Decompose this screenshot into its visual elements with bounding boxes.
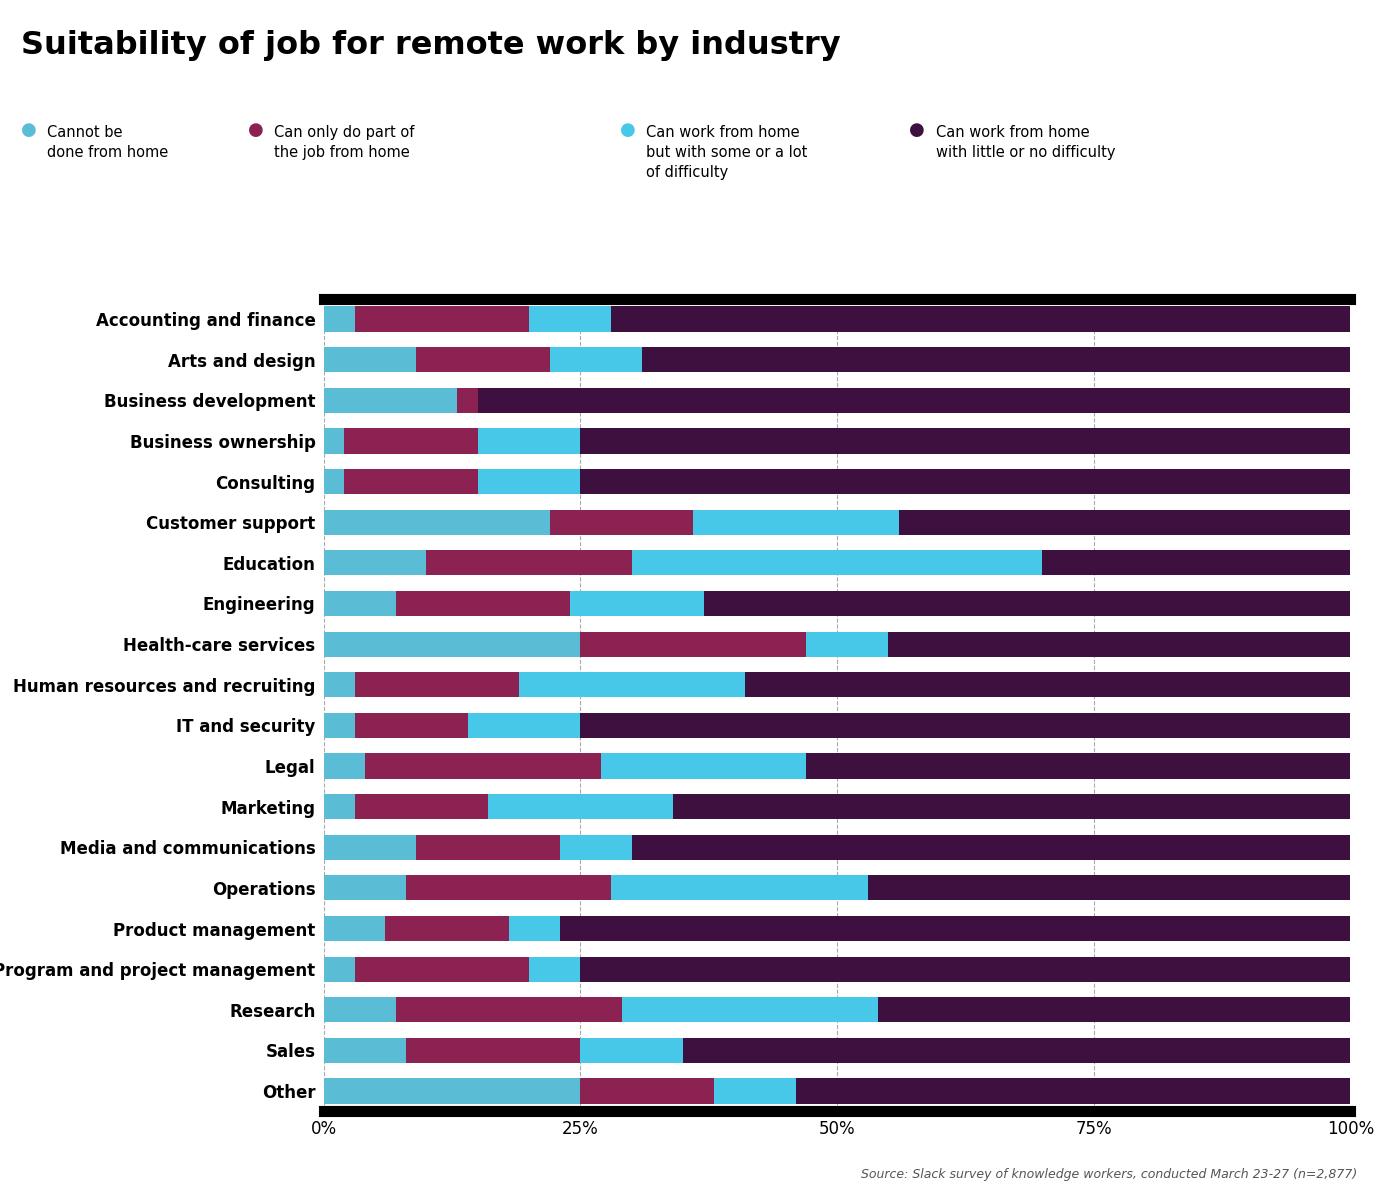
Bar — [1043, 550, 1350, 576]
Text: Can work from home
with little or no difficulty: Can work from home with little or no dif… — [936, 125, 1115, 160]
Bar — [324, 956, 354, 982]
Bar — [324, 387, 457, 413]
Bar — [467, 712, 580, 739]
Bar — [478, 387, 1350, 413]
Bar — [324, 306, 354, 332]
Bar — [580, 956, 1350, 982]
Bar — [324, 997, 395, 1023]
Bar — [612, 306, 1350, 332]
Bar — [580, 712, 1350, 739]
Bar — [324, 1078, 580, 1104]
Bar — [898, 509, 1350, 535]
Bar — [324, 672, 354, 698]
Bar — [324, 428, 344, 454]
Bar — [601, 753, 806, 779]
Bar — [324, 347, 416, 373]
Bar — [714, 1078, 796, 1104]
Bar — [354, 793, 488, 820]
Bar — [365, 753, 601, 779]
Bar — [508, 915, 559, 942]
Bar — [457, 387, 478, 413]
Bar — [580, 631, 806, 657]
Text: ●: ● — [620, 121, 635, 139]
Bar — [395, 590, 570, 617]
Text: Suitability of job for remote work by industry: Suitability of job for remote work by in… — [21, 30, 841, 61]
Bar — [633, 550, 1043, 576]
Bar — [580, 1078, 714, 1104]
Bar — [806, 753, 1350, 779]
Bar — [633, 834, 1350, 860]
Bar — [683, 1037, 1350, 1064]
Bar — [868, 875, 1350, 901]
Bar — [354, 306, 529, 332]
Text: ●: ● — [248, 121, 263, 139]
Bar — [580, 468, 1350, 495]
Bar — [520, 672, 744, 698]
Bar — [386, 915, 508, 942]
Bar — [488, 793, 672, 820]
Bar — [478, 428, 580, 454]
Bar — [324, 550, 427, 576]
Bar — [324, 753, 365, 779]
Text: Source: Slack survey of knowledge workers, conducted March 23-27 (n=2,877): Source: Slack survey of knowledge worker… — [861, 1168, 1357, 1181]
Bar — [550, 347, 642, 373]
Text: ●: ● — [909, 121, 925, 139]
Bar — [344, 428, 478, 454]
Bar — [621, 997, 878, 1023]
Text: Cannot be
done from home: Cannot be done from home — [47, 125, 168, 160]
Bar — [407, 875, 612, 901]
Bar — [324, 712, 354, 739]
Bar — [324, 1037, 407, 1064]
Bar — [354, 956, 529, 982]
Bar — [354, 712, 467, 739]
Bar — [796, 1078, 1350, 1104]
Bar — [324, 631, 580, 657]
Bar — [744, 672, 1350, 698]
Bar — [550, 509, 693, 535]
Text: Can only do part of
the job from home: Can only do part of the job from home — [274, 125, 415, 160]
Bar — [354, 672, 520, 698]
Bar — [559, 915, 1350, 942]
Bar — [806, 631, 889, 657]
Text: ●: ● — [21, 121, 36, 139]
Bar — [580, 1037, 683, 1064]
Bar — [693, 509, 898, 535]
Bar — [580, 428, 1350, 454]
Bar — [642, 347, 1350, 373]
Bar — [672, 793, 1350, 820]
Bar — [529, 956, 580, 982]
Bar — [407, 1037, 580, 1064]
Bar — [529, 306, 612, 332]
Bar — [416, 834, 559, 860]
Bar — [324, 509, 550, 535]
Bar — [395, 997, 621, 1023]
Bar — [416, 347, 550, 373]
Bar — [324, 793, 354, 820]
Bar — [889, 631, 1350, 657]
Bar — [427, 550, 631, 576]
Bar — [324, 915, 386, 942]
Bar — [324, 590, 395, 617]
Bar — [612, 875, 868, 901]
Bar — [324, 875, 407, 901]
Bar — [324, 834, 416, 860]
Text: Can work from home
but with some or a lot
of difficulty: Can work from home but with some or a lo… — [646, 125, 808, 180]
Bar — [570, 590, 704, 617]
Bar — [704, 590, 1350, 617]
Bar — [324, 468, 344, 495]
Bar — [478, 468, 580, 495]
Bar — [344, 468, 478, 495]
Bar — [878, 997, 1350, 1023]
Bar — [559, 834, 631, 860]
